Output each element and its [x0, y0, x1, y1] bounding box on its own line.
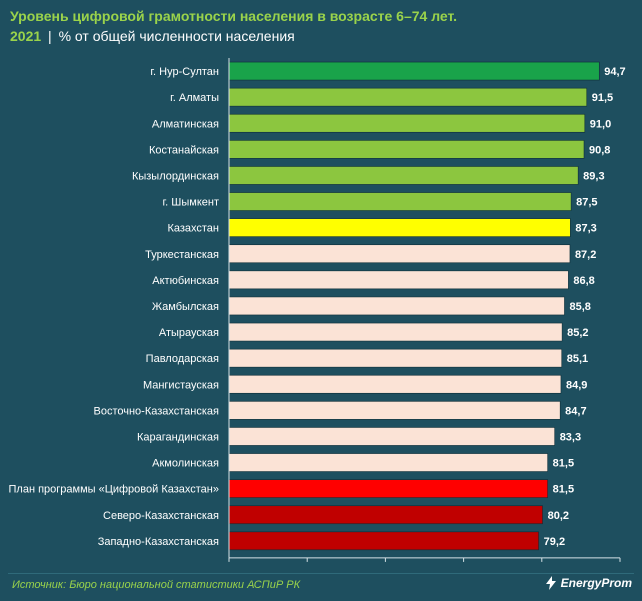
category-label: Акмолинская: [152, 458, 219, 470]
value-label: 81,5: [553, 458, 574, 470]
bar: [228, 322, 563, 342]
bar: [228, 296, 565, 316]
category-label: Актюбинская: [152, 275, 219, 287]
category-label: Северо-Казахстанская: [103, 510, 219, 522]
chart-header: Уровень цифровой грамотности населения в…: [10, 6, 630, 46]
category-label: Атырауская: [159, 327, 219, 339]
energyprom-logo-icon: [545, 576, 556, 590]
value-label: 85,1: [567, 353, 588, 365]
category-label: Жамбылская: [152, 301, 219, 313]
value-label: 90,8: [589, 144, 610, 156]
bar: [228, 401, 561, 420]
value-label: 80,2: [548, 510, 569, 522]
energyprom-logo: EnergyProm: [544, 576, 632, 590]
category-label: Кызылординская: [132, 170, 219, 182]
value-label: 85,8: [569, 301, 590, 313]
category-label: Западно-Казахстанская: [98, 536, 219, 548]
category-label: Карагандинская: [137, 431, 219, 443]
bar: [228, 61, 600, 81]
bar: [228, 348, 563, 368]
category-label: Туркестанская: [145, 249, 219, 261]
bar: [228, 140, 585, 159]
bar: [228, 218, 571, 237]
footer-divider: [8, 573, 634, 574]
value-label: 85,2: [567, 327, 588, 339]
value-label: 94,7: [604, 66, 625, 78]
chart-year: 2021: [10, 28, 42, 44]
logo-text: EnergyProm: [560, 576, 632, 590]
bar: [228, 427, 556, 446]
source-note: Источник: Бюро национальной статистики А…: [12, 579, 301, 591]
bar: [228, 374, 562, 394]
value-label: 79,2: [544, 536, 565, 548]
bar: [228, 192, 572, 211]
bar: [228, 453, 548, 472]
value-label: 84,9: [566, 379, 587, 391]
value-label: 87,2: [575, 249, 596, 261]
value-label: 84,7: [565, 405, 586, 417]
bar: [228, 531, 539, 551]
value-label: 81,5: [553, 484, 574, 496]
value-label: 86,8: [573, 275, 594, 287]
value-label: 91,5: [592, 92, 613, 104]
bar: [228, 244, 571, 264]
category-label: Алматинская: [152, 118, 219, 130]
category-label: Казахстан: [167, 223, 219, 235]
chart-unit: % от общей численности населения: [58, 28, 295, 44]
value-label: 87,5: [576, 197, 597, 209]
category-label: Костанайская: [149, 144, 219, 156]
category-label: г. Нур-Султан: [150, 66, 219, 78]
bar: [228, 505, 543, 525]
subtitle-separator: |: [48, 28, 52, 44]
category-label: г. Шымкент: [163, 197, 220, 209]
bar: [228, 166, 579, 185]
bar: [228, 479, 548, 498]
value-label: 83,3: [560, 431, 581, 443]
category-label: Восточно-Казахстанская: [93, 405, 219, 417]
value-label: 89,3: [583, 170, 604, 182]
value-label: 91,0: [590, 118, 611, 130]
chart-title: Уровень цифровой грамотности населения в…: [10, 8, 458, 24]
category-label: г. Алматы: [170, 92, 219, 104]
bar: [228, 270, 569, 290]
category-label: План программы «Цифровой Казахстан»: [9, 484, 220, 496]
bar: [228, 113, 586, 133]
bar: [228, 87, 588, 107]
chart-subtitle: 2021 | % от общей численности населения: [10, 26, 630, 46]
category-label: Павлодарская: [146, 353, 219, 365]
value-label: 87,3: [575, 223, 596, 235]
bar-chart: г. Нур-Султан 94,7 г. Алматы 91,5 Алматинска…: [9, 58, 633, 567]
category-label: Мангистауская: [143, 379, 219, 391]
